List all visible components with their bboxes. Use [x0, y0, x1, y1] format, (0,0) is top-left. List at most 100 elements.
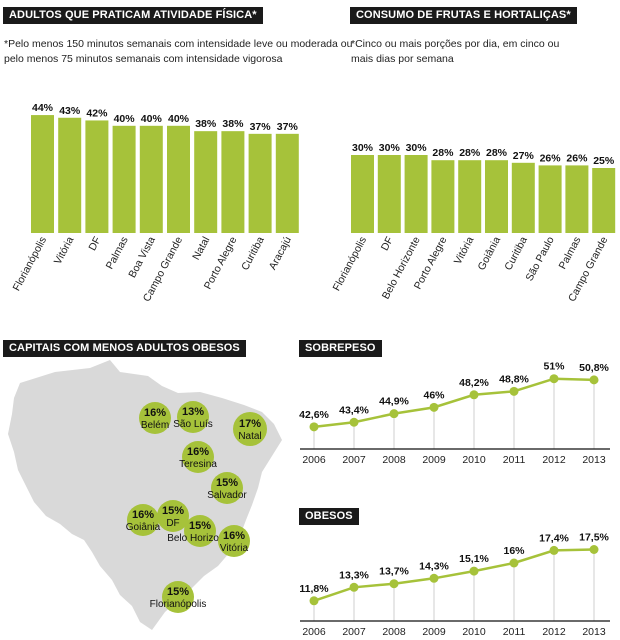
obese-year-label: 2009	[422, 626, 446, 638]
fruits-bar	[431, 160, 455, 233]
activity-category-label: Palmas	[104, 235, 131, 272]
obese-value-label: 16%	[503, 545, 525, 557]
obese-year-label: 2012	[542, 626, 566, 638]
map-city-name: Goiânia	[126, 522, 161, 533]
map-city-name: Vitória	[220, 543, 249, 554]
map-city-circle	[218, 525, 250, 557]
fruits-category-label: Vitória	[452, 235, 477, 267]
obese-value-label: 15,1%	[459, 553, 489, 565]
fruits-value-label: 30%	[352, 142, 374, 154]
map-city-circle	[211, 472, 243, 504]
activity-value-label: 38%	[195, 118, 217, 130]
fruits-value-label: 28%	[486, 147, 508, 159]
obese-year-label: 2013	[582, 626, 606, 638]
overweight-value-label: 42,6%	[299, 409, 329, 421]
overweight-value-label: 48,8%	[499, 373, 529, 385]
map-city-name: Belém	[141, 420, 169, 431]
map-city-name: Florianópolis	[150, 599, 207, 610]
activity-bar	[194, 131, 218, 233]
obese-year-label: 2011	[503, 626, 526, 638]
fruits-note-line-1: *Cinco ou mais porções por dia, em cinco…	[351, 38, 560, 50]
overweight-value-label: 51%	[543, 361, 565, 373]
map-city-circle	[182, 441, 214, 473]
obese-point	[469, 566, 479, 576]
obese-point	[349, 582, 359, 592]
activity-title: ADULTOS QUE PRATICAM ATIVIDADE FÍSICA*	[3, 7, 263, 24]
overweight-point	[389, 409, 399, 419]
overweight-year-label: 2009	[422, 454, 446, 466]
map-city-marker: 16%Vitória	[218, 525, 250, 557]
fruits-value-label: 28%	[459, 147, 481, 159]
activity-bar	[248, 133, 272, 233]
activity-value-label: 40%	[114, 113, 136, 125]
map-title: CAPITAIS COM MENOS ADULTOS OBESOS	[3, 340, 246, 357]
map-city-value: 16%	[187, 446, 209, 458]
map-city-name: Salvador	[207, 490, 247, 501]
overweight-point	[549, 374, 559, 384]
map-city-marker: 15%DF	[157, 500, 189, 532]
map-city-value: 13%	[182, 406, 204, 418]
map-city-name: DF	[166, 518, 179, 529]
overweight-value-label: 44,9%	[379, 396, 409, 408]
map-city-circle	[157, 500, 189, 532]
map-city-circle	[162, 581, 194, 613]
activity-category-label: DF	[86, 235, 103, 253]
obese-value-label: 13,3%	[339, 569, 369, 581]
map-city-circle	[177, 401, 209, 433]
fruits-bar	[485, 160, 508, 233]
map-city-marker: 16%Teresina	[179, 441, 217, 473]
activity-category-label: Florianópolis	[11, 235, 50, 293]
map-city-name: Natal	[238, 431, 261, 442]
map-city-value: 15%	[189, 520, 211, 532]
obese-series-line	[313, 548, 595, 602]
obese-year-label: 2008	[382, 626, 406, 638]
activity-category-label: Natal	[190, 235, 212, 262]
overweight-value-label: 50,8%	[579, 362, 609, 374]
activity-value-label: 40%	[141, 113, 163, 125]
obese-value-label: 13,7%	[379, 566, 409, 578]
obese-point	[389, 579, 399, 589]
overweight-point	[349, 417, 359, 427]
overweight-value-label: 43,4%	[339, 404, 369, 416]
activity-bar	[275, 133, 299, 233]
activity-value-label: 43%	[59, 105, 81, 117]
map-city-circle	[184, 515, 216, 547]
fruits-bar	[565, 165, 589, 233]
fruits-title: CONSUMO DE FRUTAS E HORTALIÇAS*	[350, 7, 577, 24]
activity-note-line-2: pelo menos 75 minutos semanais com inten…	[4, 53, 283, 65]
activity-bar	[112, 125, 136, 233]
overweight-year-label: 2012	[542, 454, 566, 466]
overweight-point	[309, 422, 319, 432]
activity-value-label: 38%	[222, 118, 244, 130]
overweight-point	[509, 386, 519, 396]
obese-point	[549, 545, 559, 555]
obese-point	[589, 545, 599, 554]
map-city-name: Teresina	[179, 459, 217, 470]
map-city-marker: 15%Belo Horizonte	[167, 515, 233, 547]
fruits-note-line-2: mais dias por semana	[351, 53, 454, 65]
activity-bar	[167, 125, 190, 233]
activity-bar	[31, 115, 54, 233]
map-city-marker: 17%Natal	[233, 412, 267, 446]
map-city-value: 17%	[239, 418, 261, 430]
activity-category-label: Curitiba	[239, 235, 267, 273]
map-city-marker: 15%Florianópolis	[150, 581, 207, 613]
activity-note-line-1: *Pelo menos 150 minutos semanais com int…	[4, 38, 353, 50]
obese-value-label: 11,8%	[299, 583, 329, 595]
activity-bar	[221, 131, 245, 233]
activity-bar	[85, 120, 109, 233]
obese-point	[509, 558, 519, 568]
overweight-year-label: 2006	[302, 454, 326, 466]
fruits-bar	[592, 168, 616, 233]
map-city-value: 15%	[167, 586, 189, 598]
fruits-category-label: DF	[379, 235, 396, 253]
map-city-value: 16%	[132, 509, 154, 521]
overweight-year-label: 2007	[342, 454, 366, 466]
map-city-value: 16%	[223, 530, 245, 542]
overweight-point	[429, 402, 439, 412]
obese-point	[429, 573, 439, 583]
overweight-value-label: 48,2%	[459, 377, 489, 389]
fruits-bar	[458, 160, 482, 233]
overweight-point	[589, 375, 599, 385]
